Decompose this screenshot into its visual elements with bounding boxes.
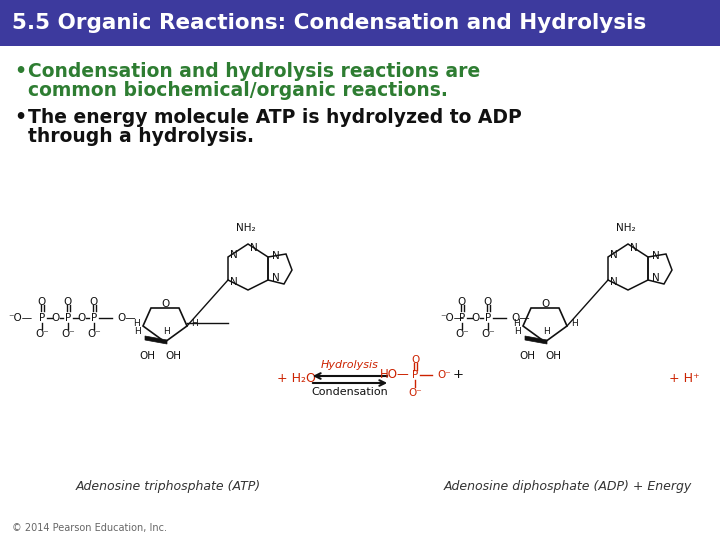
Text: N: N bbox=[250, 243, 258, 253]
Text: P: P bbox=[412, 370, 418, 380]
Text: N: N bbox=[652, 251, 660, 261]
Text: N: N bbox=[610, 250, 618, 260]
Text: N: N bbox=[272, 251, 280, 261]
Text: P: P bbox=[91, 313, 97, 323]
Text: O: O bbox=[64, 297, 72, 307]
Text: H: H bbox=[191, 319, 197, 327]
Polygon shape bbox=[145, 336, 167, 344]
Text: P: P bbox=[485, 313, 491, 323]
Text: O: O bbox=[78, 313, 86, 323]
Text: © 2014 Pearson Education, Inc.: © 2014 Pearson Education, Inc. bbox=[12, 523, 167, 533]
Text: O: O bbox=[484, 297, 492, 307]
Text: O: O bbox=[90, 297, 98, 307]
Text: O⁻: O⁻ bbox=[87, 329, 101, 339]
Text: O—: O— bbox=[117, 313, 135, 323]
Text: O⁻: O⁻ bbox=[35, 329, 49, 339]
Text: O: O bbox=[52, 313, 60, 323]
Text: O⁻: O⁻ bbox=[481, 329, 495, 339]
Text: 5.5 Organic Reactions: Condensation and Hydrolysis: 5.5 Organic Reactions: Condensation and … bbox=[12, 13, 647, 33]
Text: H: H bbox=[544, 327, 550, 336]
Text: O—: O— bbox=[511, 313, 530, 323]
Text: P: P bbox=[459, 313, 465, 323]
Text: H: H bbox=[134, 327, 141, 336]
Text: •: • bbox=[14, 62, 26, 81]
Text: N: N bbox=[652, 273, 660, 283]
Text: Adenosine diphosphate (ADP) + Energy: Adenosine diphosphate (ADP) + Energy bbox=[444, 480, 692, 493]
Text: O: O bbox=[161, 299, 169, 309]
Text: ⁻O—: ⁻O— bbox=[8, 313, 32, 323]
Text: H: H bbox=[514, 327, 521, 336]
Text: O⁻: O⁻ bbox=[61, 329, 75, 339]
Text: O: O bbox=[411, 355, 419, 365]
Text: The energy molecule ATP is hydrolyzed to ADP: The energy molecule ATP is hydrolyzed to… bbox=[28, 108, 522, 127]
Text: + H₂O: + H₂O bbox=[276, 372, 315, 384]
Text: NH₂: NH₂ bbox=[236, 223, 256, 233]
FancyBboxPatch shape bbox=[0, 0, 720, 46]
Text: P: P bbox=[65, 313, 71, 323]
Text: N: N bbox=[272, 273, 280, 283]
Text: P: P bbox=[39, 313, 45, 323]
Text: + H⁺: + H⁺ bbox=[670, 372, 700, 384]
Text: O⁻: O⁻ bbox=[455, 329, 469, 339]
Text: Adenosine triphosphate (ATP): Adenosine triphosphate (ATP) bbox=[76, 480, 261, 493]
Text: NH₂: NH₂ bbox=[616, 223, 636, 233]
Text: O: O bbox=[458, 297, 466, 307]
Text: N: N bbox=[610, 277, 618, 287]
Text: OH: OH bbox=[545, 351, 561, 361]
Text: N: N bbox=[230, 250, 238, 260]
Text: O: O bbox=[38, 297, 46, 307]
Polygon shape bbox=[525, 336, 547, 344]
Text: H: H bbox=[134, 319, 140, 327]
Text: H: H bbox=[513, 319, 521, 327]
Text: O⁻: O⁻ bbox=[408, 388, 422, 398]
Text: O⁻: O⁻ bbox=[437, 370, 451, 380]
Text: N: N bbox=[230, 277, 238, 287]
Text: +: + bbox=[452, 368, 464, 381]
Text: Hydrolysis: Hydrolysis bbox=[321, 360, 379, 370]
Text: O: O bbox=[541, 299, 549, 309]
Text: HO—: HO— bbox=[380, 368, 410, 381]
Text: common biochemical/organic reactions.: common biochemical/organic reactions. bbox=[28, 81, 448, 100]
Text: H: H bbox=[163, 327, 171, 336]
Text: ⁻O—: ⁻O— bbox=[440, 313, 464, 323]
Text: Condensation: Condensation bbox=[312, 387, 388, 397]
Text: Condensation and hydrolysis reactions are: Condensation and hydrolysis reactions ar… bbox=[28, 62, 480, 81]
Text: OH: OH bbox=[139, 351, 155, 361]
Text: OH: OH bbox=[519, 351, 535, 361]
Text: O: O bbox=[472, 313, 480, 323]
Text: •: • bbox=[14, 108, 26, 127]
Text: N: N bbox=[630, 243, 638, 253]
Text: H: H bbox=[571, 319, 577, 327]
Text: OH: OH bbox=[165, 351, 181, 361]
Text: through a hydrolysis.: through a hydrolysis. bbox=[28, 127, 254, 146]
